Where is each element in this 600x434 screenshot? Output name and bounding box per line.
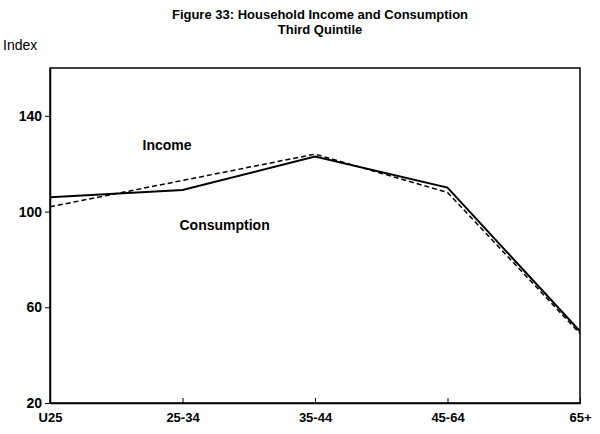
- x-tick-label: 25-34: [166, 410, 200, 425]
- x-tick-mark: [183, 398, 184, 403]
- y-axis-line: [50, 69, 52, 404]
- y-tick: 140: [19, 108, 50, 124]
- y-axis: 20 60 100 140: [19, 69, 51, 411]
- y-tick-label: 140: [19, 108, 43, 124]
- x-tick-label: U25: [39, 410, 63, 425]
- x-tick-mark: [50, 398, 51, 403]
- x-tick-mark: [580, 398, 581, 403]
- y-tick-mark: [45, 116, 50, 117]
- chart: Figure 33: Household Income and Consumpt…: [0, 0, 600, 434]
- y-tick-mark: [45, 403, 50, 404]
- x-tick: U25: [39, 398, 63, 425]
- subtitle: Third Quintile: [278, 22, 363, 37]
- x-tick-label: 65+: [569, 410, 591, 425]
- y-tick: 60: [26, 299, 50, 315]
- x-tick: 35-44: [299, 398, 333, 425]
- x-tick-label: 45-64: [431, 410, 465, 425]
- y-tick-label: 100: [19, 204, 43, 220]
- lines: [50, 154, 580, 333]
- x-axis: U25 25-34 35-44 45-64 65+: [39, 398, 592, 425]
- y-axis-label: Index: [3, 37, 37, 53]
- x-tick-mark: [448, 398, 449, 403]
- y-tick-label: 20: [26, 395, 42, 411]
- plot-frame: [50, 68, 580, 403]
- x-tick: 65+: [569, 398, 591, 425]
- x-tick: 45-64: [431, 398, 465, 425]
- series-line: [50, 157, 580, 332]
- series-label: Consumption: [180, 217, 270, 233]
- x-tick-label: 35-44: [299, 410, 333, 425]
- series-label: Income: [143, 137, 192, 153]
- title: Figure 33: Household Income and Consumpt…: [172, 7, 468, 22]
- x-tick-mark: [315, 398, 316, 403]
- y-tick-mark: [45, 307, 50, 308]
- series-line: [50, 154, 580, 333]
- x-tick: 25-34: [166, 398, 200, 425]
- y-tick: 100: [19, 204, 50, 220]
- y-tick-mark: [45, 212, 50, 213]
- y-tick: 20: [26, 395, 50, 411]
- y-tick-label: 60: [26, 299, 42, 315]
